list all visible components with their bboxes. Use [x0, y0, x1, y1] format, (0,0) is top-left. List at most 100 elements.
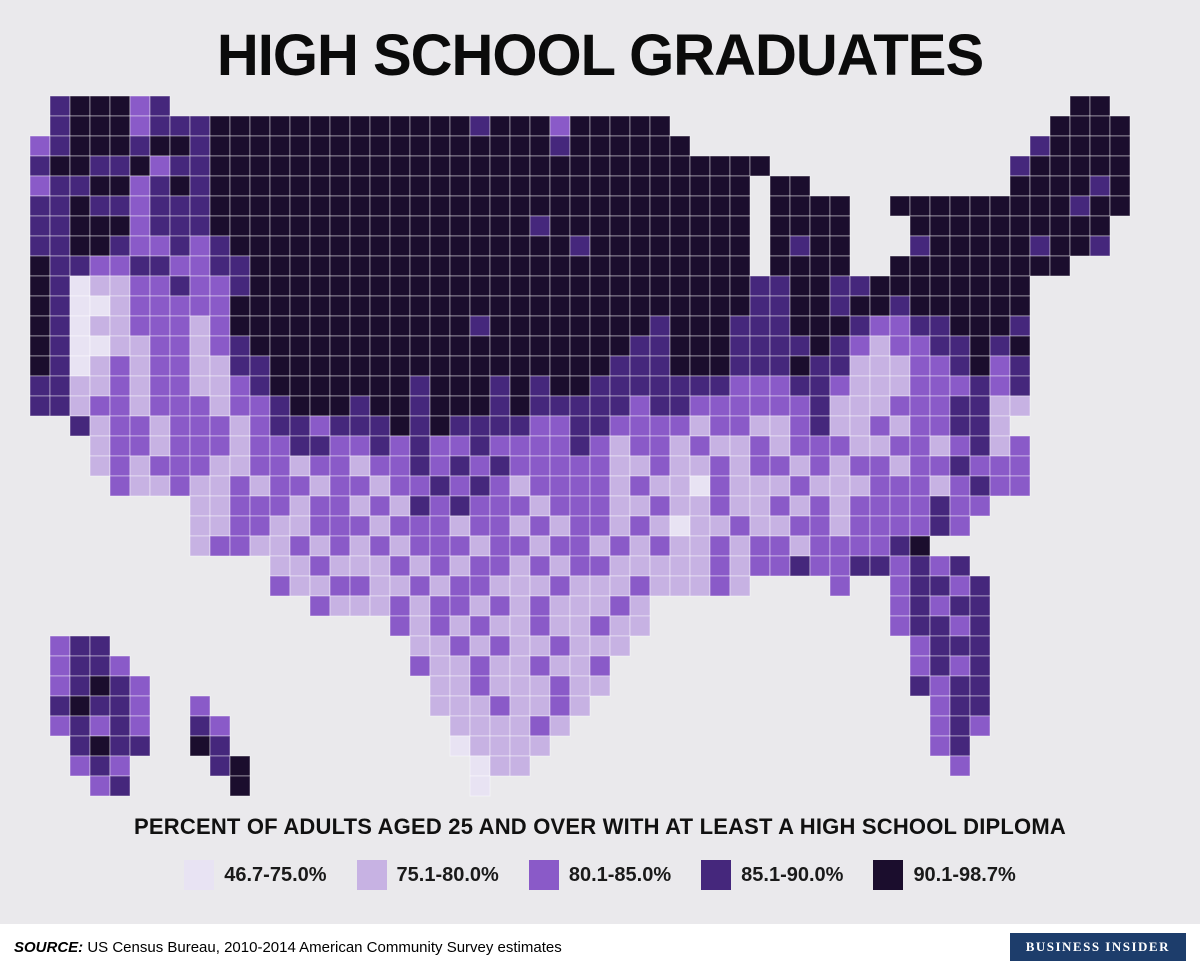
map-cell [449, 135, 471, 157]
map-cell [349, 335, 371, 357]
map-cell [409, 535, 431, 557]
map-cell [529, 735, 551, 757]
map-cell [209, 735, 231, 757]
map-cell [329, 255, 351, 277]
map-cell [909, 335, 931, 357]
map-cell [189, 335, 211, 357]
map-cell [89, 315, 111, 337]
map-cell [249, 395, 271, 417]
map-cell [589, 375, 611, 397]
map-cell [829, 195, 851, 217]
map-cell [769, 255, 791, 277]
map-cell [309, 155, 331, 177]
map-cell [849, 375, 871, 397]
map-cell [869, 515, 891, 537]
map-cell [709, 435, 731, 457]
map-cell [929, 575, 951, 597]
map-cell [529, 315, 551, 337]
map-cell [709, 315, 731, 337]
map-cell [209, 335, 231, 357]
map-cell [429, 595, 451, 617]
map-cell [469, 375, 491, 397]
map-cell [349, 575, 371, 597]
map-cell [549, 275, 571, 297]
map-cell [69, 395, 91, 417]
map-cell [529, 655, 551, 677]
map-cell [89, 355, 111, 377]
map-cell [309, 355, 331, 377]
legend-item-1: 75.1-80.0% [356, 860, 499, 890]
map-cell [549, 615, 571, 637]
map-cell [769, 295, 791, 317]
map-cell [829, 575, 851, 597]
map-cell [389, 575, 411, 597]
map-cell [629, 515, 651, 537]
map-cell [1049, 215, 1071, 237]
map-cell [709, 235, 731, 257]
map-cell [249, 335, 271, 357]
map-cell [889, 575, 911, 597]
map-cell [829, 275, 851, 297]
map-cell [469, 655, 491, 677]
map-cell [569, 475, 591, 497]
map-cell [789, 175, 811, 197]
map-cell [309, 575, 331, 597]
map-cell [209, 275, 231, 297]
map-cell [129, 155, 151, 177]
map-cell [689, 155, 711, 177]
map-cell [1089, 155, 1111, 177]
map-cell [809, 235, 831, 257]
us-choropleth-map [29, 95, 1131, 797]
map-cell [689, 255, 711, 277]
map-cell [669, 235, 691, 257]
map-cell [369, 115, 391, 137]
map-cell [129, 215, 151, 237]
map-cell [389, 235, 411, 257]
map-cell [969, 655, 991, 677]
map-cell [49, 135, 71, 157]
map-cell [729, 335, 751, 357]
map-cell [289, 135, 311, 157]
map-cell [169, 335, 191, 357]
map-cell [469, 255, 491, 277]
map-cell [369, 555, 391, 577]
map-cell [389, 475, 411, 497]
map-cell [69, 375, 91, 397]
map-cell [969, 355, 991, 377]
map-cell [369, 575, 391, 597]
map-cell [329, 535, 351, 557]
map-cell [929, 415, 951, 437]
map-cell [949, 375, 971, 397]
map-cell [289, 155, 311, 177]
map-cell [949, 555, 971, 577]
map-cell [69, 95, 91, 117]
map-cell [289, 435, 311, 457]
map-cell [529, 295, 551, 317]
map-cell [249, 375, 271, 397]
map-cell [529, 195, 551, 217]
map-cell [1049, 155, 1071, 177]
map-cell [69, 335, 91, 357]
map-cell [269, 295, 291, 317]
map-cell [29, 175, 51, 197]
map-cell [929, 295, 951, 317]
map-cell [69, 675, 91, 697]
map-cell [309, 295, 331, 317]
map-cell [1109, 155, 1131, 177]
map-cell [829, 295, 851, 317]
map-cell [889, 455, 911, 477]
map-cell [1049, 255, 1071, 277]
map-cell [109, 135, 131, 157]
map-cell [609, 195, 631, 217]
map-cell [569, 155, 591, 177]
map-cell [309, 595, 331, 617]
map-cell [269, 195, 291, 217]
map-cell [849, 555, 871, 577]
map-cell [889, 355, 911, 377]
map-cell [569, 175, 591, 197]
map-cell [889, 335, 911, 357]
map-cell [209, 435, 231, 457]
map-cell [409, 475, 431, 497]
map-cell [749, 295, 771, 317]
map-cell [629, 535, 651, 557]
